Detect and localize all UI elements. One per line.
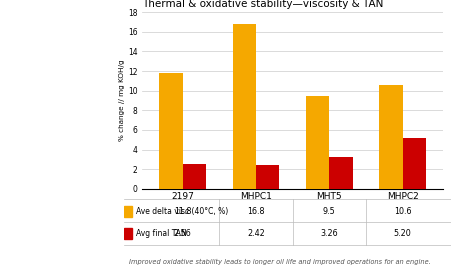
Bar — [124, 228, 132, 239]
Text: Thermal & oxidative stability—viscosity & TAN: Thermal & oxidative stability—viscosity … — [142, 0, 383, 9]
Text: Eastman Turbo
Oil 2197 exhibits
superior bulk oil
stability when
thermally and
o: Eastman Turbo Oil 2197 exhibits superior… — [13, 9, 92, 86]
Text: 3.26: 3.26 — [320, 229, 337, 238]
Bar — [159, 73, 182, 189]
Text: 16.8: 16.8 — [247, 207, 264, 215]
Bar — [305, 96, 329, 189]
Bar — [182, 164, 206, 189]
Text: 11.8: 11.8 — [174, 207, 191, 215]
Bar — [124, 206, 132, 217]
Bar — [402, 138, 425, 189]
Text: 2.56: 2.56 — [174, 229, 191, 238]
Bar — [378, 85, 402, 189]
Bar — [329, 157, 352, 189]
Text: Improved oxidative stability leads to longer oil life and improved operations fo: Improved oxidative stability leads to lo… — [129, 259, 430, 265]
Text: 5.20: 5.20 — [393, 229, 410, 238]
Bar — [232, 24, 255, 189]
Text: Avg final TAN: Avg final TAN — [135, 229, 186, 238]
Y-axis label: % change // mg KOH/g: % change // mg KOH/g — [119, 60, 125, 141]
Text: 9.5: 9.5 — [322, 207, 335, 215]
Text: 2.42: 2.42 — [247, 229, 264, 238]
Bar — [255, 165, 279, 189]
Text: Ave delta visc (40°C, %): Ave delta visc (40°C, %) — [135, 207, 227, 215]
Text: 10.6: 10.6 — [393, 207, 410, 215]
